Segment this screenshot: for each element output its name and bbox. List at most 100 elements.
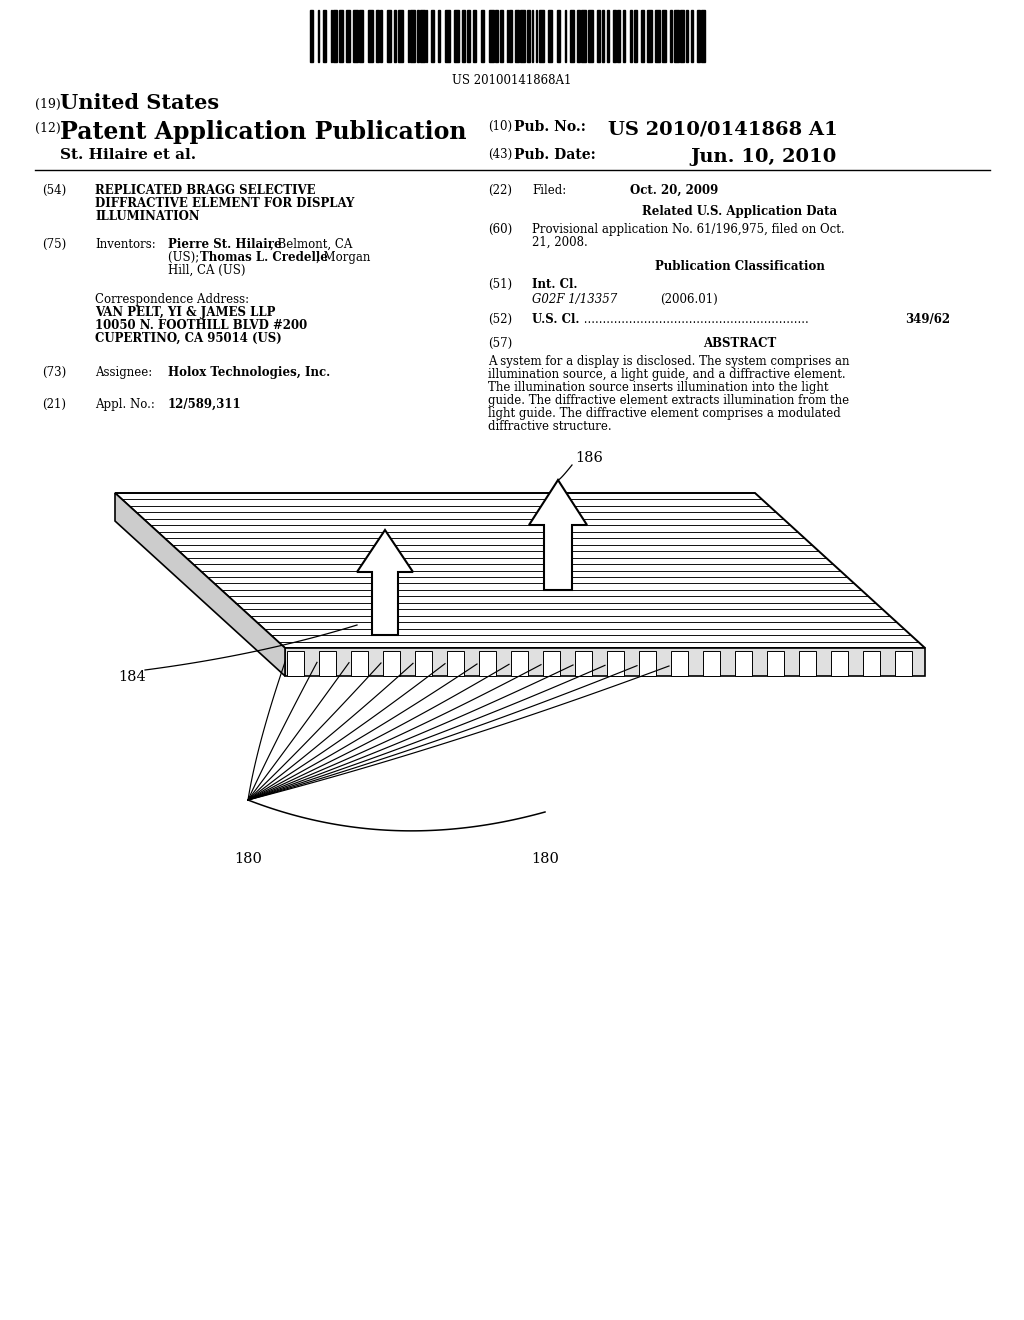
Text: G02F 1/13357: G02F 1/13357: [532, 293, 617, 306]
Text: 10050 N. FOOTHILL BLVD #200: 10050 N. FOOTHILL BLVD #200: [95, 319, 307, 333]
Bar: [674, 11, 679, 62]
Polygon shape: [767, 651, 784, 676]
Text: Int. Cl.: Int. Cl.: [532, 279, 578, 290]
Bar: [635, 11, 637, 62]
Bar: [310, 11, 313, 62]
Bar: [641, 11, 644, 62]
Text: US 2010/0141868 A1: US 2010/0141868 A1: [608, 120, 838, 139]
Bar: [613, 11, 615, 62]
Bar: [536, 11, 537, 62]
Text: (75): (75): [42, 238, 67, 251]
Text: Pub. Date:: Pub. Date:: [514, 148, 596, 162]
Text: (43): (43): [488, 148, 512, 161]
Bar: [564, 11, 566, 62]
Polygon shape: [639, 651, 656, 676]
Text: Oct. 20, 2009: Oct. 20, 2009: [630, 183, 718, 197]
Bar: [489, 11, 494, 62]
Bar: [570, 11, 574, 62]
Bar: [481, 11, 484, 62]
Text: light guide. The diffractive element comprises a modulated: light guide. The diffractive element com…: [488, 407, 841, 420]
Polygon shape: [800, 651, 816, 676]
Bar: [318, 11, 319, 62]
Bar: [353, 11, 357, 62]
Text: 349/62: 349/62: [905, 313, 950, 326]
Text: Appl. No.:: Appl. No.:: [95, 399, 155, 411]
Polygon shape: [383, 651, 400, 676]
Polygon shape: [288, 651, 304, 676]
Text: Inventors:: Inventors:: [95, 238, 156, 251]
Bar: [691, 11, 692, 62]
Polygon shape: [319, 651, 336, 676]
Text: VAN PELT, YI & JAMES LLP: VAN PELT, YI & JAMES LLP: [95, 306, 275, 319]
Bar: [700, 11, 706, 62]
Polygon shape: [895, 651, 912, 676]
Polygon shape: [703, 651, 720, 676]
Bar: [346, 11, 349, 62]
Text: (2006.01): (2006.01): [660, 293, 718, 306]
Text: US 20100141868A1: US 20100141868A1: [453, 74, 571, 87]
Bar: [369, 11, 373, 62]
Bar: [417, 11, 419, 62]
Bar: [597, 11, 599, 62]
Polygon shape: [416, 651, 432, 676]
Text: , Morgan: , Morgan: [316, 251, 371, 264]
Text: ILLUMINATION: ILLUMINATION: [95, 210, 200, 223]
Text: illumination source, a light guide, and a diffractive element.: illumination source, a light guide, and …: [488, 368, 846, 381]
Bar: [647, 11, 652, 62]
Bar: [398, 11, 403, 62]
Text: (19): (19): [35, 98, 60, 111]
Bar: [387, 11, 391, 62]
Bar: [455, 11, 459, 62]
Text: Correspondence Address:: Correspondence Address:: [95, 293, 249, 306]
Bar: [339, 11, 343, 62]
Text: CUPERTINO, CA 95014 (US): CUPERTINO, CA 95014 (US): [95, 333, 282, 345]
Text: Pub. No.:: Pub. No.:: [514, 120, 586, 135]
Polygon shape: [575, 651, 592, 676]
Bar: [509, 11, 512, 62]
Text: (73): (73): [42, 366, 67, 379]
Bar: [438, 11, 440, 62]
Bar: [588, 11, 593, 62]
Text: United States: United States: [60, 92, 219, 114]
Text: 21, 2008.: 21, 2008.: [532, 236, 588, 249]
Bar: [331, 11, 332, 62]
Bar: [421, 11, 425, 62]
Text: guide. The diffractive element extracts illumination from the: guide. The diffractive element extracts …: [488, 393, 849, 407]
Bar: [539, 11, 544, 62]
Bar: [532, 11, 534, 62]
Bar: [380, 11, 382, 62]
Polygon shape: [863, 651, 880, 676]
Text: A system for a display is disclosed. The system comprises an: A system for a display is disclosed. The…: [488, 355, 850, 368]
Text: (21): (21): [42, 399, 66, 411]
Text: ............................................................: ........................................…: [580, 313, 809, 326]
Bar: [462, 11, 465, 62]
Polygon shape: [735, 651, 752, 676]
Text: 184: 184: [118, 671, 145, 684]
Text: Thomas L. Credelle: Thomas L. Credelle: [200, 251, 328, 264]
Text: (52): (52): [488, 313, 512, 326]
Bar: [655, 11, 660, 62]
Bar: [410, 11, 415, 62]
Text: Patent Application Publication: Patent Application Publication: [60, 120, 467, 144]
Bar: [623, 11, 625, 62]
Text: Publication Classification: Publication Classification: [655, 260, 825, 273]
Text: 180: 180: [234, 851, 262, 866]
Bar: [323, 11, 327, 62]
Bar: [581, 11, 586, 62]
Bar: [578, 11, 580, 62]
Polygon shape: [351, 651, 368, 676]
Polygon shape: [285, 648, 925, 676]
Text: Related U.S. Application Data: Related U.S. Application Data: [642, 205, 838, 218]
Text: (54): (54): [42, 183, 67, 197]
Text: ABSTRACT: ABSTRACT: [703, 337, 776, 350]
Bar: [617, 11, 621, 62]
Text: diffractive structure.: diffractive structure.: [488, 420, 611, 433]
Text: Jun. 10, 2010: Jun. 10, 2010: [690, 148, 837, 166]
Text: 12/589,311: 12/589,311: [168, 399, 242, 411]
Bar: [602, 11, 604, 62]
Bar: [500, 11, 503, 62]
Text: Hill, CA (US): Hill, CA (US): [168, 264, 246, 277]
Text: St. Hilaire et al.: St. Hilaire et al.: [60, 148, 197, 162]
Bar: [606, 11, 609, 62]
Text: (10): (10): [488, 120, 512, 133]
